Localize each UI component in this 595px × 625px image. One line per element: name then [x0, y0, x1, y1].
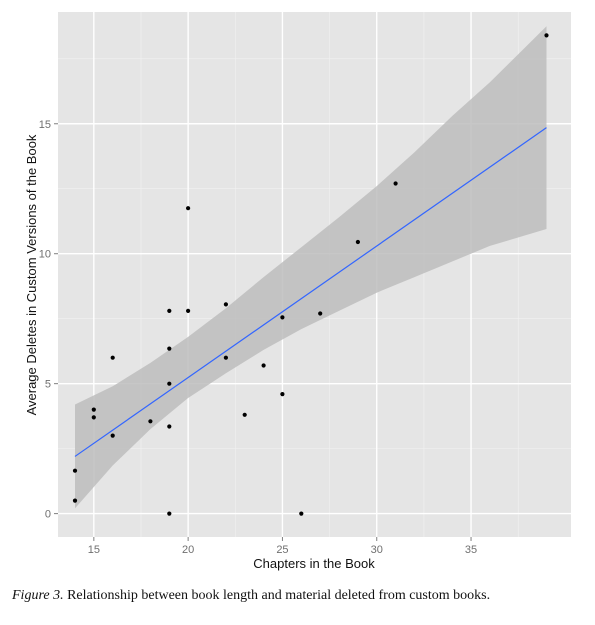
y-axis-ticks: 0 5 10 15	[39, 119, 58, 521]
x-tick-label: 25	[276, 544, 288, 556]
data-point	[393, 181, 398, 186]
x-tick-label: 35	[465, 544, 477, 556]
data-point	[544, 33, 549, 38]
y-tick-label: 5	[45, 379, 51, 391]
data-point	[167, 346, 172, 351]
x-axis-title: Chapters in the Book	[253, 556, 375, 571]
data-point	[299, 511, 304, 516]
data-point	[318, 311, 323, 316]
x-axis-ticks: 15 20 25 30 35	[88, 537, 477, 556]
data-point	[91, 415, 96, 420]
y-axis-title: Average Deletes in Custom Versions of th…	[24, 134, 39, 415]
data-point	[72, 468, 78, 473]
data-point	[242, 412, 247, 417]
data-point	[110, 355, 115, 360]
confidence-band	[75, 26, 547, 509]
y-tick-label: 10	[39, 249, 51, 261]
fit-line-layer	[74, 127, 547, 457]
data-point	[167, 424, 172, 429]
data-point	[167, 381, 172, 386]
figure-label: Figure 3.	[12, 588, 64, 603]
x-tick-label: 20	[182, 544, 194, 556]
data-point	[167, 308, 172, 313]
data-point	[91, 407, 96, 412]
y-tick-label: 0	[45, 509, 51, 521]
data-point	[110, 433, 115, 438]
regression-line	[74, 127, 547, 457]
x-tick-label: 30	[371, 544, 383, 556]
data-point	[261, 363, 266, 368]
data-point	[280, 392, 285, 397]
data-point	[355, 239, 360, 245]
points-layer	[72, 33, 549, 516]
data-point	[148, 419, 153, 424]
y-tick-label: 15	[39, 119, 51, 131]
data-point	[186, 206, 191, 211]
data-point	[72, 498, 78, 503]
data-point	[223, 302, 228, 307]
confidence-band-layer	[75, 26, 547, 509]
data-point	[280, 315, 285, 320]
data-point	[167, 511, 172, 516]
data-point	[223, 355, 228, 360]
caption-text: Relationship between book length and mat…	[63, 588, 491, 603]
figure-caption: Figure 3. Relationship between book leng…	[12, 588, 587, 604]
data-point	[186, 308, 191, 313]
x-tick-label: 15	[88, 544, 100, 556]
